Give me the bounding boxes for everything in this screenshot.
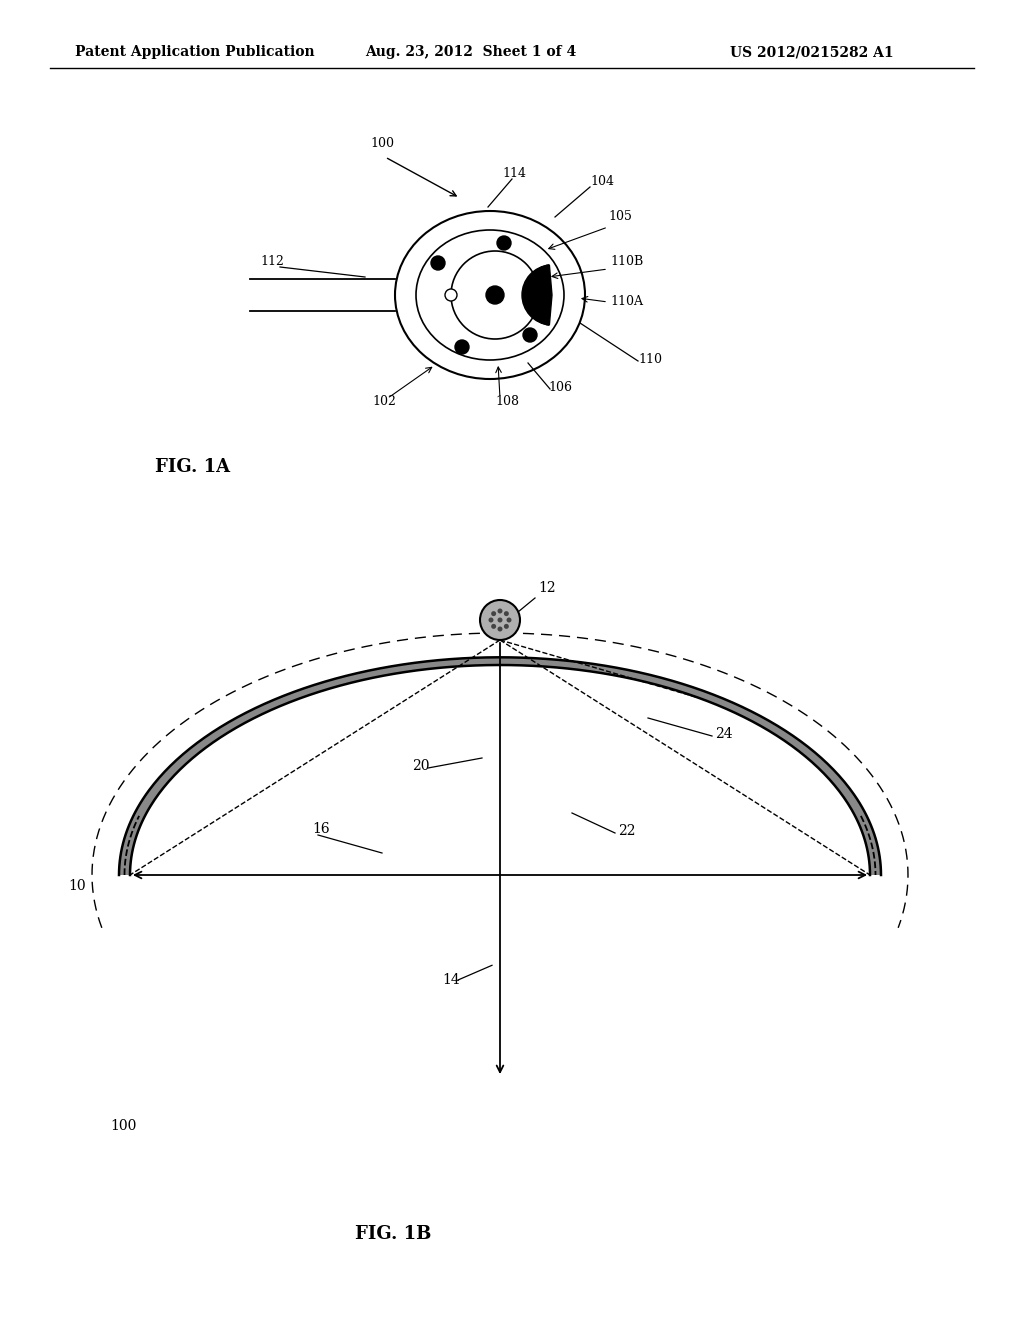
Circle shape [498, 609, 503, 614]
Circle shape [455, 341, 469, 354]
Circle shape [486, 286, 504, 304]
Wedge shape [522, 265, 552, 325]
Text: 110: 110 [638, 352, 662, 366]
Circle shape [504, 624, 509, 628]
Text: 108: 108 [495, 395, 519, 408]
Text: FIG. 1B: FIG. 1B [355, 1225, 431, 1243]
Circle shape [498, 627, 503, 631]
Circle shape [451, 251, 539, 339]
Text: 106: 106 [548, 381, 572, 393]
Circle shape [498, 618, 503, 623]
Text: 110B: 110B [610, 255, 643, 268]
Circle shape [497, 236, 511, 249]
Text: Aug. 23, 2012  Sheet 1 of 4: Aug. 23, 2012 Sheet 1 of 4 [365, 45, 577, 59]
Text: 102: 102 [372, 395, 396, 408]
Ellipse shape [395, 211, 585, 379]
Ellipse shape [416, 230, 564, 360]
Text: 104: 104 [590, 176, 614, 187]
Text: 100: 100 [110, 1119, 136, 1133]
Polygon shape [119, 657, 881, 875]
Text: 114: 114 [502, 168, 526, 180]
Circle shape [492, 624, 497, 628]
Circle shape [431, 256, 445, 271]
Text: FIG. 1A: FIG. 1A [155, 458, 230, 477]
Text: 24: 24 [715, 727, 732, 741]
Text: 10: 10 [68, 879, 86, 894]
Circle shape [507, 618, 512, 623]
Text: 22: 22 [618, 824, 636, 838]
Text: Patent Application Publication: Patent Application Publication [75, 45, 314, 59]
Circle shape [504, 611, 509, 616]
Circle shape [523, 327, 537, 342]
Circle shape [445, 289, 457, 301]
Text: 12: 12 [538, 581, 556, 595]
Text: 110A: 110A [610, 294, 643, 308]
Circle shape [492, 611, 497, 616]
Text: 100: 100 [370, 137, 394, 150]
Text: US 2012/0215282 A1: US 2012/0215282 A1 [730, 45, 894, 59]
Circle shape [488, 618, 494, 623]
Text: 105: 105 [608, 210, 632, 223]
Text: 16: 16 [312, 822, 330, 836]
Text: 20: 20 [412, 759, 429, 774]
Circle shape [480, 601, 520, 640]
Text: 112: 112 [260, 255, 284, 268]
Text: 14: 14 [442, 973, 460, 987]
